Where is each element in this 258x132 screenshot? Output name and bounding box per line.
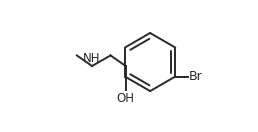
Text: NH: NH (83, 52, 101, 65)
Text: OH: OH (117, 92, 135, 105)
Text: Br: Br (189, 70, 203, 83)
